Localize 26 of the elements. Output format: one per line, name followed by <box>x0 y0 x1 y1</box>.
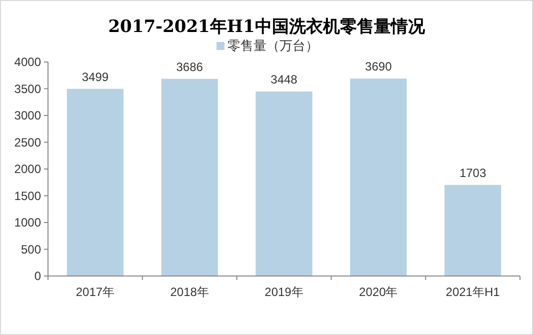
y-tick-label: 3000 <box>14 108 42 122</box>
data-label: 3499 <box>82 70 109 84</box>
y-tick-label: 4000 <box>14 55 42 69</box>
bar <box>161 78 218 276</box>
y-tick-label: 2500 <box>14 135 42 150</box>
bar <box>350 78 407 276</box>
y-tick-label: 1500 <box>14 188 42 203</box>
x-tick-label: 2019年 <box>264 285 304 299</box>
x-tick-label: 2020年 <box>359 285 398 299</box>
data-label: 1703 <box>459 166 486 180</box>
y-tick-label: 0 <box>34 269 42 283</box>
y-tick-label: 1000 <box>14 216 42 230</box>
data-label: 3686 <box>176 60 204 74</box>
bar <box>66 88 124 276</box>
y-tick-label: 2000 <box>14 162 42 176</box>
y-tick-label: 3500 <box>14 82 42 96</box>
legend-label: 零售量（万台） <box>228 38 318 53</box>
data-label: 3448 <box>270 72 298 87</box>
x-tick-label: 2021年H1 <box>446 285 500 299</box>
chart-title: 2017-2021年H1中国洗衣机零售量情况 <box>108 17 426 37</box>
bar <box>444 184 502 276</box>
x-tick-label: 2017年 <box>76 285 115 299</box>
bar <box>256 92 312 276</box>
data-label: 3690 <box>365 60 392 74</box>
x-tick-label: 2018年 <box>170 285 209 299</box>
y-tick-label: 500 <box>20 242 42 256</box>
